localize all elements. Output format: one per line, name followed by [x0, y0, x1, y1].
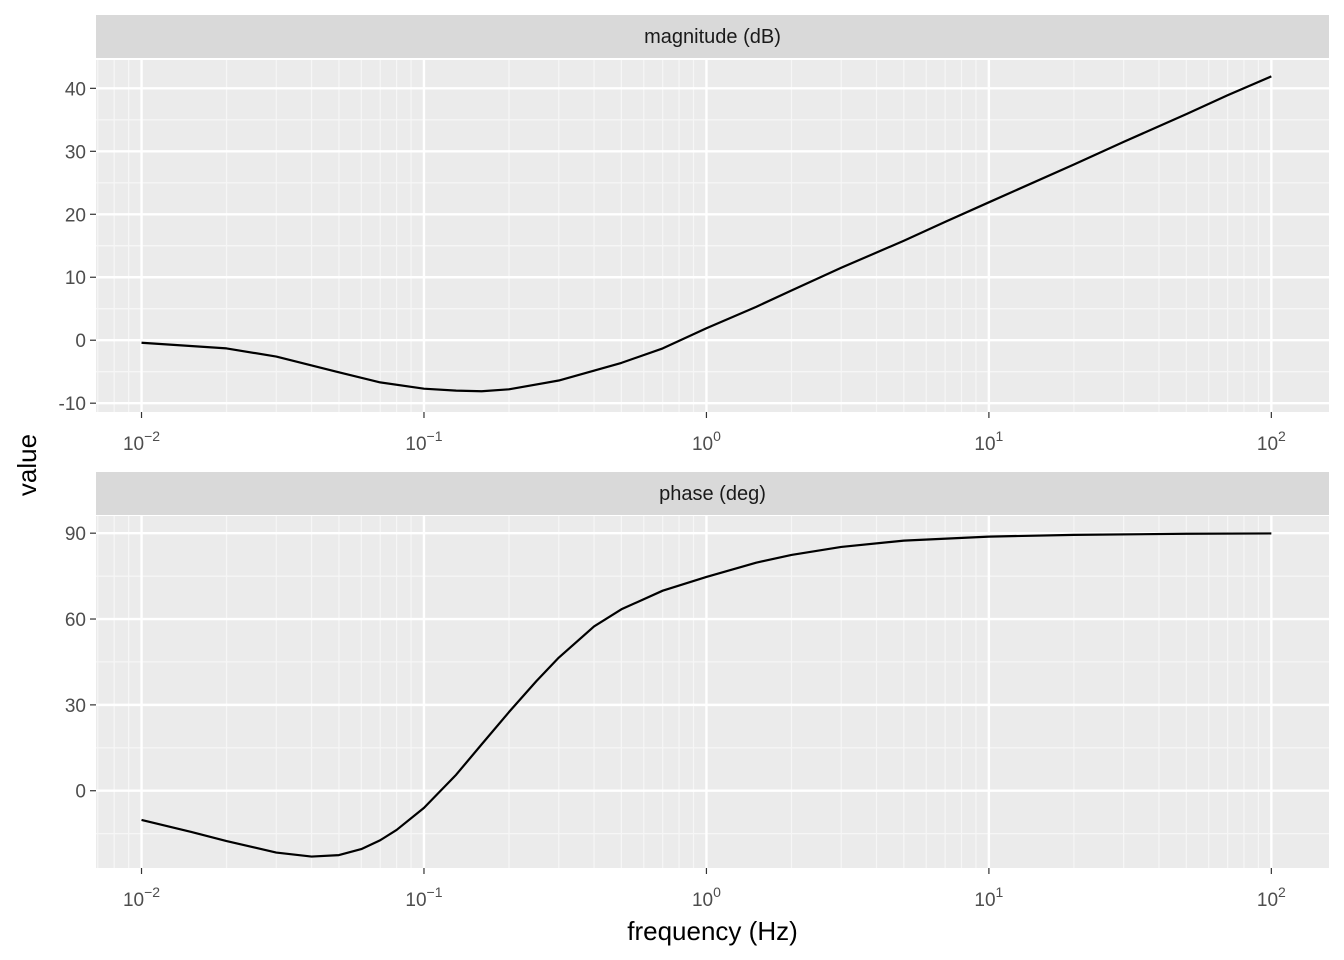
x-tick-label: 101: [974, 884, 1003, 911]
y-tick-label: -10: [59, 394, 86, 415]
y-tick-label: 60: [65, 610, 86, 631]
response-curve: [141, 75, 1272, 393]
x-axis-title: frequency (Hz): [627, 916, 798, 946]
magnitude-panel: magnitude (dB) -10 0 10 20 30 40 10−2 10−1 100 1…: [59, 15, 1329, 455]
phase-plot-background: [96, 516, 1329, 868]
y-tick-label: 10: [65, 268, 86, 289]
y-tick-label: 40: [65, 79, 86, 100]
response-curve: [141, 532, 1272, 858]
phase-panel: phase (deg) 0 30 60 90 10−2 10−1 100 101 102: [65, 472, 1329, 911]
x-tick-label: 102: [1257, 884, 1286, 911]
x-tick-label: 100: [692, 428, 721, 455]
y-tick-label: 30: [65, 142, 86, 163]
y-tick-label: 0: [75, 331, 86, 352]
phase-strip-label: phase (deg): [659, 483, 766, 505]
x-tick-label: 100: [692, 884, 721, 911]
y-tick-label: 20: [65, 205, 86, 226]
x-tick-label: 102: [1257, 428, 1286, 455]
y-axis-title: value: [12, 434, 42, 496]
y-tick-label: 30: [65, 696, 86, 717]
x-tick-label: 10−1: [405, 884, 442, 911]
y-tick-label: 90: [65, 524, 86, 545]
x-tick-label: 10−1: [405, 428, 442, 455]
x-tick-label: 10−2: [123, 428, 160, 455]
magnitude-strip-label: magnitude (dB): [644, 26, 781, 48]
x-tick-label: 101: [974, 428, 1003, 455]
phase-strip: [96, 472, 1329, 515]
magnitude-strip: [96, 15, 1329, 58]
y-tick-label: 0: [75, 782, 86, 803]
magnitude-plot-background: [96, 60, 1329, 412]
x-tick-label: 10−2: [123, 884, 160, 911]
